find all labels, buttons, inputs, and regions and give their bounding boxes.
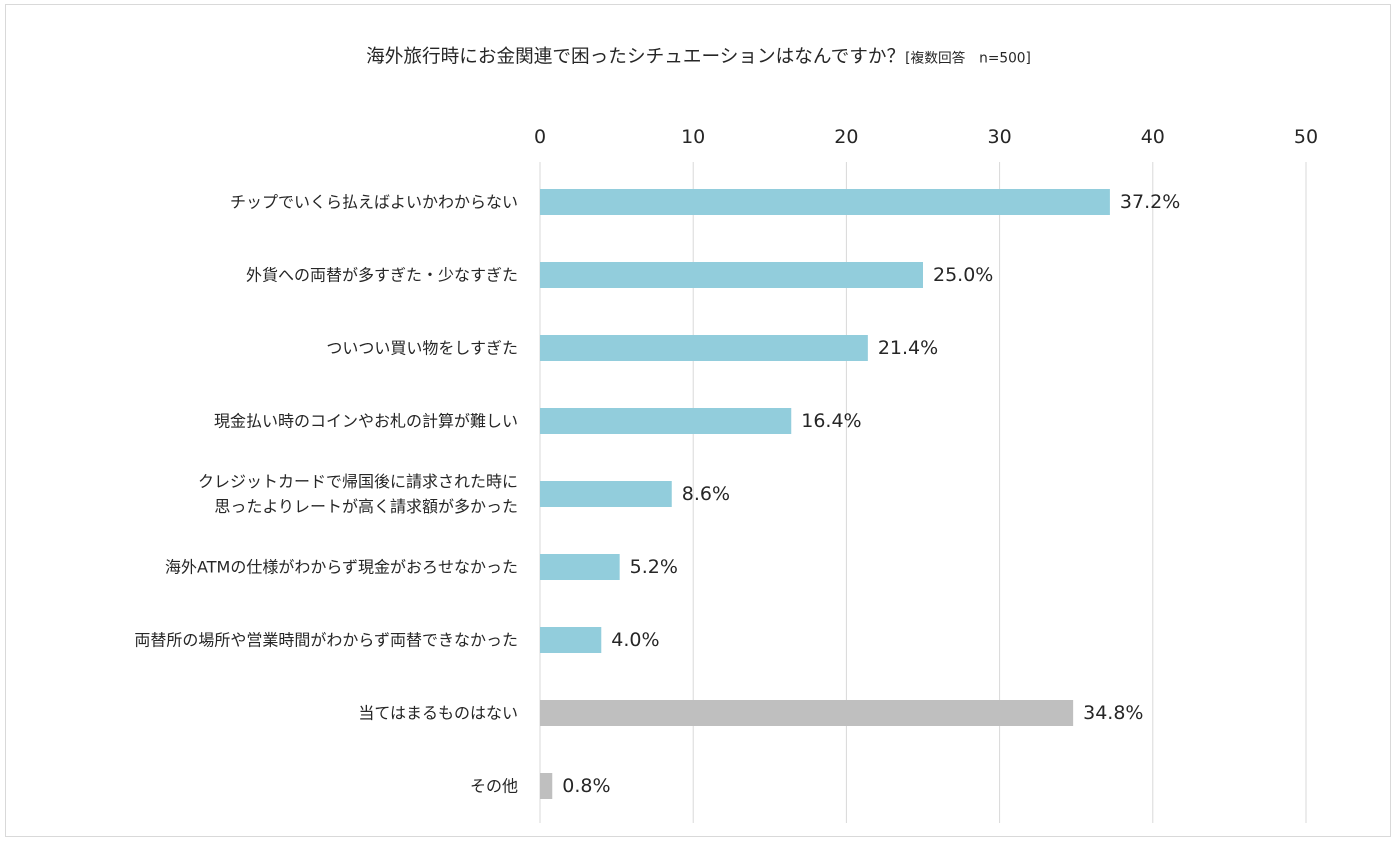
category-label-4-line-1: 思ったよりレートが高く請求額が多かった	[214, 497, 518, 516]
bars	[540, 189, 1110, 799]
category-label-3: 現金払い時のコインやお札の計算が難しい	[214, 412, 518, 431]
chart-subtitle: [複数回答 n=500]	[905, 50, 1031, 67]
chart-title: 海外旅行時にお金関連で困ったシチュエーションはなんですか？[複数回答 n=500…	[14, 42, 1384, 68]
bar-5	[540, 554, 620, 580]
bar-0	[540, 189, 1110, 215]
category-label-8: その他	[470, 777, 518, 796]
bar-4	[540, 481, 672, 507]
bar-8	[540, 773, 553, 799]
bar-6	[540, 627, 602, 653]
data-label-4: 8.6%	[682, 483, 730, 505]
bar-7	[540, 700, 1074, 726]
category-labels: チップでいくら払えばよいかわからない外貨への両替が多すぎた・少なすぎたついつい買…	[134, 193, 518, 796]
data-labels: 37.2% 25.0% 21.4% 16.4% 8.6% 5.2% 4.0% 34.8% 0.8…	[562, 191, 1180, 797]
x-tick-label-20: 20	[834, 126, 858, 148]
data-label-2: 21.4%	[878, 337, 938, 359]
category-label-1: 外貨への両替が多すぎた・少なすぎた	[246, 266, 518, 285]
category-label-2: ついつい買い物をしすぎた	[326, 339, 518, 358]
x-tick-label-40: 40	[1141, 126, 1165, 148]
x-tick-label-30: 30	[988, 126, 1012, 148]
data-label-7: 34.8%	[1083, 702, 1143, 724]
x-tick-label-10: 10	[681, 126, 705, 148]
bar-1	[540, 262, 923, 288]
data-label-8: 0.8%	[562, 775, 610, 797]
category-label-4-line-0: クレジットカードで帰国後に請求された時に	[198, 472, 518, 491]
x-tick-label-50: 50	[1294, 126, 1318, 148]
x-axis-ticks: 0 10 20 30 40 50	[534, 126, 1318, 148]
x-tick-label-0: 0	[534, 126, 546, 148]
chart-title-main: 海外旅行時にお金関連で困ったシチュエーションはなんですか？	[366, 45, 906, 68]
category-label-6: 両替所の場所や営業時間がわからず両替できなかった	[134, 631, 518, 650]
data-label-5: 5.2%	[630, 556, 678, 578]
category-label-7: 当てはまるものはない	[358, 704, 518, 723]
data-label-0: 37.2%	[1120, 191, 1180, 213]
data-label-6: 4.0%	[611, 629, 659, 651]
category-label-0: チップでいくら払えばよいかわからない	[230, 193, 518, 212]
data-label-3: 16.4%	[801, 410, 861, 432]
category-label-5: 海外ATMの仕様がわからず現金がおろせなかった	[165, 558, 518, 577]
data-label-1: 25.0%	[933, 264, 993, 286]
bar-2	[540, 335, 868, 361]
bar-3	[540, 408, 792, 434]
